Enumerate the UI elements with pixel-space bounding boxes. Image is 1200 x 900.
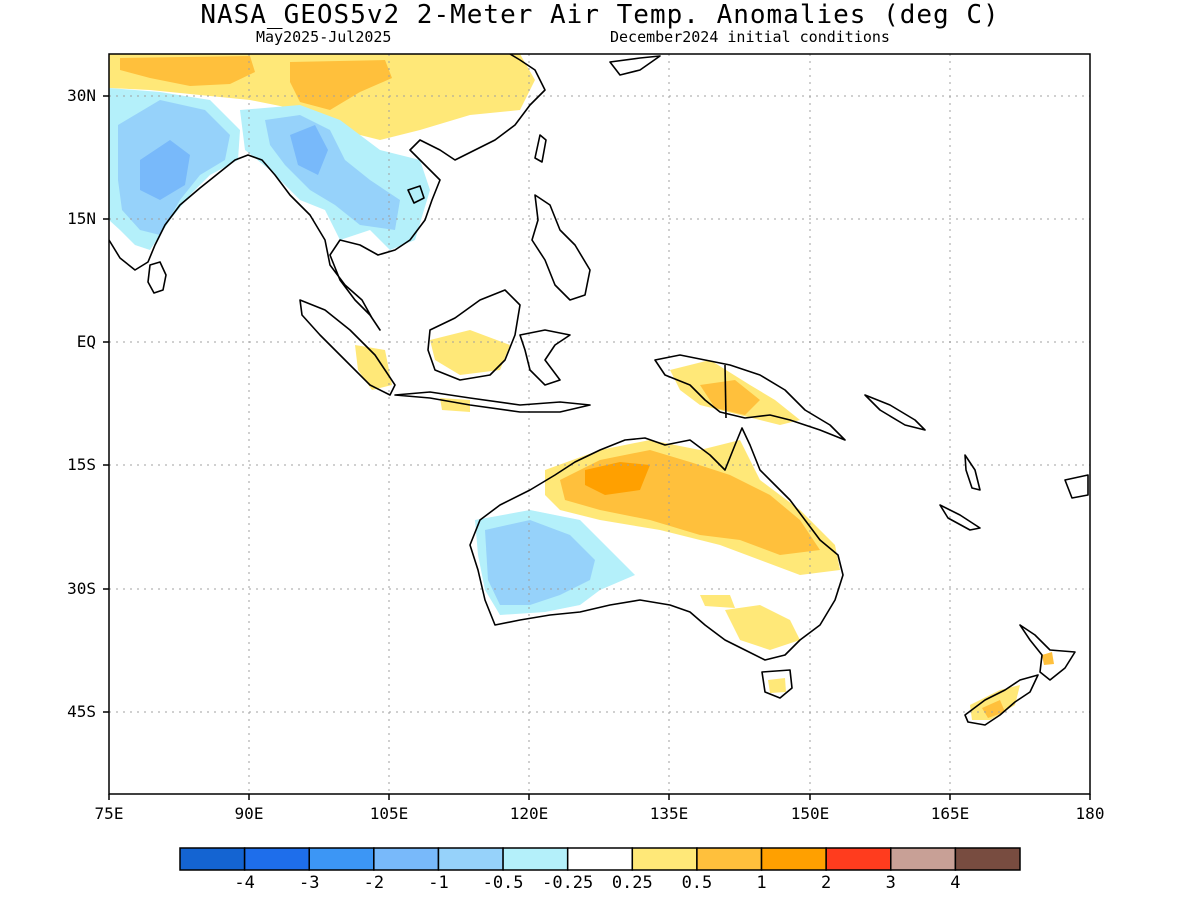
coast-nz-north: [1019, 624, 1076, 681]
map-title: NASA_GEOS5v2 2-Meter Air Temp. Anomalies…: [200, 0, 1000, 30]
coast-sulawesi: [519, 329, 571, 386]
map-gridlines: [109, 54, 1090, 794]
lon-label-135e: 135E: [649, 804, 689, 823]
colorbar-tick-label: -2: [363, 873, 385, 893]
colorbar-swatch: [373, 847, 440, 871]
colorbar-tick-label: 2: [821, 873, 832, 893]
anomaly-deep-orange-kimberley: [585, 462, 650, 495]
coastlines: [109, 54, 1089, 726]
colorbar-swatch: [243, 847, 310, 871]
colorbar-swatch: [566, 847, 634, 871]
forecast-period: May2025-Jul2025: [256, 28, 392, 46]
anomaly-orange-tibet: [290, 60, 392, 110]
anomaly-cool-australia-west-inner: [485, 520, 595, 605]
lat-label-30s: 30S: [67, 579, 96, 598]
lat-label-15n: 15N: [67, 209, 96, 228]
lat-label-15s: 15S: [67, 455, 96, 474]
coast-sumatra: [299, 299, 396, 396]
colorbar-swatch: [631, 847, 698, 871]
anomaly-warm-tasmania: [768, 678, 786, 693]
colorbar-swatch: [954, 847, 1021, 871]
map-frame: [108, 53, 1091, 795]
colorbar-tick-label: 1: [756, 873, 767, 893]
coast-sri-lanka: [147, 261, 167, 294]
lat-label-45s: 45S: [67, 702, 96, 721]
anomaly-orange-new-zealand: [982, 700, 1005, 718]
coast-solomon-islands: [864, 394, 926, 431]
colorbar-swatch: [760, 847, 827, 871]
coast-tasmania: [761, 669, 793, 699]
coast-fiji: [1064, 474, 1089, 499]
lat-label-eq: EQ: [76, 332, 96, 351]
coast-japan-south: [609, 55, 661, 76]
colorbar-tick-label: 4: [950, 873, 961, 893]
anomaly-warm-australia-east: [700, 595, 735, 608]
border-png: [724, 364, 727, 419]
lon-label-150e: 150E: [790, 804, 830, 823]
coast-asia-mainland: [109, 54, 546, 331]
colorbar-tick-label: -0.5: [482, 873, 524, 893]
lon-label-90e: 90E: [234, 804, 264, 823]
colorbar-tick-label: -4: [234, 873, 255, 893]
colorbar-swatch: [179, 847, 246, 871]
lon-label-180: 180: [1075, 804, 1105, 823]
lon-label-165e: 165E: [930, 804, 970, 823]
coast-taiwan: [534, 134, 547, 163]
colorbar-tick-label: -3: [298, 873, 320, 893]
anomaly-shading: [109, 54, 1054, 720]
anomaly-warm-sumatra: [355, 345, 392, 390]
colorbar-swatch: [308, 847, 375, 871]
coast-borneo: [427, 289, 521, 381]
anomaly-cool-indochina-core: [290, 125, 328, 175]
coast-nz-south: [964, 674, 1039, 726]
initial-conditions: December2024 initial conditions: [610, 28, 890, 46]
lon-label-75e: 75E: [94, 804, 124, 823]
anomaly-cool-india-core: [140, 140, 190, 200]
colorbar-swatch: [825, 847, 892, 871]
colorbar-swatch: [696, 847, 763, 871]
colorbar-swatch: [437, 847, 504, 871]
colorbar-tick-label: -1: [428, 873, 449, 893]
lon-label-105e: 105E: [369, 804, 409, 823]
anomaly-orange-north-asia: [120, 56, 255, 86]
coast-australia: [469, 427, 844, 661]
axis-ticks: [103, 95, 1091, 800]
anomaly-warm-borneo: [430, 330, 510, 375]
colorbar-swatch: [890, 847, 957, 871]
colorbar: [179, 847, 1021, 871]
colorbar-swatch: [502, 847, 569, 871]
colorbar-tick-label: 0.5: [681, 873, 713, 893]
coast-hainan: [407, 185, 425, 204]
coast-philippines: [531, 194, 591, 301]
lat-label-30n: 30N: [67, 86, 96, 105]
anomaly-warm-australia-southeast: [725, 605, 800, 650]
anomaly-orange-nz-north: [1042, 652, 1054, 665]
colorbar-tick-label: 0.25: [611, 873, 653, 893]
coast-java: [394, 391, 591, 413]
lon-label-120e: 120E: [509, 804, 549, 823]
coast-vanuatu: [964, 454, 981, 491]
coast-new-caledonia: [939, 504, 981, 531]
anomaly-orange-new-guinea: [700, 380, 760, 415]
coast-new-guinea: [654, 354, 846, 441]
colorbar-tick-label: 3: [885, 873, 896, 893]
colorbar-tick-label: -0.25: [542, 873, 594, 893]
